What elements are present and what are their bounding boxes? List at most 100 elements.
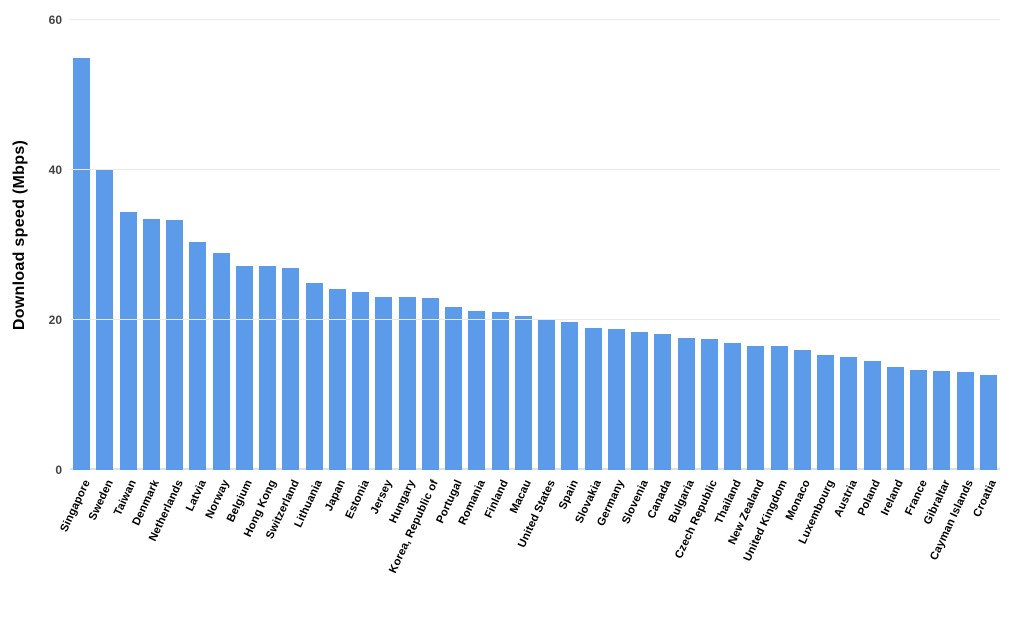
x-label-slot: United Kingdom <box>768 470 791 620</box>
bar <box>561 322 578 471</box>
bar-slot <box>279 20 302 470</box>
bar <box>840 357 857 470</box>
grid-line <box>70 19 1000 20</box>
x-tick-label: Spain <box>557 478 581 511</box>
x-label-slot: Hong Kong <box>256 470 279 620</box>
bar-slot <box>372 20 395 470</box>
x-label-slot: France <box>907 470 930 620</box>
bar-slot <box>628 20 651 470</box>
x-label-slot: Portugal <box>442 470 465 620</box>
x-label-slot: Singapore <box>70 470 93 620</box>
bar <box>980 375 997 470</box>
bar-slot <box>117 20 140 470</box>
bar-slot <box>977 20 1000 470</box>
bar <box>864 361 881 471</box>
x-label-slot: Taiwan <box>117 470 140 620</box>
bar-slot <box>93 20 116 470</box>
x-label-slot: Romania <box>465 470 488 620</box>
bar-slot <box>489 20 512 470</box>
y-axis-label: Download speed (Mbps) <box>11 140 29 330</box>
bar <box>933 371 950 470</box>
chart-container: Download speed (Mbps) 0204060 SingaporeS… <box>0 0 1021 621</box>
x-label-slot: Monaco <box>791 470 814 620</box>
bar <box>445 307 462 470</box>
bar-slot <box>861 20 884 470</box>
x-label-slot: Spain <box>558 470 581 620</box>
bar <box>515 316 532 470</box>
x-label-slot: Canada <box>651 470 674 620</box>
grid-line <box>70 169 1000 170</box>
bar <box>817 355 834 471</box>
y-tick-label: 40 <box>49 163 62 177</box>
x-label-slot: Poland <box>861 470 884 620</box>
x-label-slot: Belgium <box>233 470 256 620</box>
bar-slot <box>558 20 581 470</box>
bar-slot <box>512 20 535 470</box>
x-label-slot: Croatia <box>977 470 1000 620</box>
bar <box>329 289 346 471</box>
x-tick-label: Croatia <box>972 478 1000 519</box>
x-label-slot: Korea, Republic of <box>419 470 442 620</box>
bar-slot <box>744 20 767 470</box>
x-label-slot: Estonia <box>349 470 372 620</box>
x-label-slot: Germany <box>605 470 628 620</box>
bar-slot <box>465 20 488 470</box>
x-label-slot: Czech Republic <box>698 470 721 620</box>
bar-slot <box>814 20 837 470</box>
bar-slot <box>698 20 721 470</box>
bar-slot <box>70 20 93 470</box>
bar-slot <box>791 20 814 470</box>
y-tick-label: 20 <box>49 313 62 327</box>
bar-slot <box>140 20 163 470</box>
x-label-slot: Sweden <box>93 470 116 620</box>
bar <box>468 311 485 470</box>
x-label-slot: Cayman Islands <box>954 470 977 620</box>
grid-line <box>70 319 1000 320</box>
x-label-slot: Denmark <box>140 470 163 620</box>
bars-group <box>70 20 1000 470</box>
bar <box>375 297 392 470</box>
x-tick-label: Japan <box>323 478 348 513</box>
x-label-slot: Switzerland <box>279 470 302 620</box>
bar-slot <box>186 20 209 470</box>
y-tick-label: 60 <box>49 13 62 27</box>
bar-slot <box>651 20 674 470</box>
bar-slot <box>326 20 349 470</box>
bar-slot <box>954 20 977 470</box>
x-label-slot: United States <box>535 470 558 620</box>
bar-slot <box>419 20 442 470</box>
bar <box>306 283 323 471</box>
bar <box>120 212 137 470</box>
bar-slot <box>396 20 419 470</box>
x-tick-label: Latvia <box>184 478 209 513</box>
x-label-slot: Japan <box>326 470 349 620</box>
x-label-slot: Netherlands <box>163 470 186 620</box>
bar <box>585 328 602 471</box>
bar-slot <box>535 20 558 470</box>
bar <box>887 367 904 471</box>
bar <box>608 329 625 470</box>
y-tick-label: 0 <box>55 463 62 477</box>
bar-slot <box>256 20 279 470</box>
x-label-slot: Jersey <box>372 470 395 620</box>
x-label-slot: Slovenia <box>628 470 651 620</box>
bar <box>747 346 764 471</box>
bar-slot <box>349 20 372 470</box>
bar <box>794 350 811 470</box>
x-label-slot: Norway <box>210 470 233 620</box>
bar <box>236 266 253 470</box>
bar-slot <box>768 20 791 470</box>
bar <box>631 332 648 470</box>
x-axis-labels: SingaporeSwedenTaiwanDenmarkNetherlandsL… <box>70 470 1000 620</box>
x-label-slot: Ireland <box>884 470 907 620</box>
bar <box>957 372 974 470</box>
bar-slot <box>163 20 186 470</box>
x-label-slot: Finland <box>489 470 512 620</box>
bar <box>73 58 90 471</box>
bar <box>701 339 718 470</box>
bar-slot <box>907 20 930 470</box>
bar-slot <box>210 20 233 470</box>
bar <box>910 370 927 470</box>
bar-slot <box>303 20 326 470</box>
bar <box>259 266 276 470</box>
